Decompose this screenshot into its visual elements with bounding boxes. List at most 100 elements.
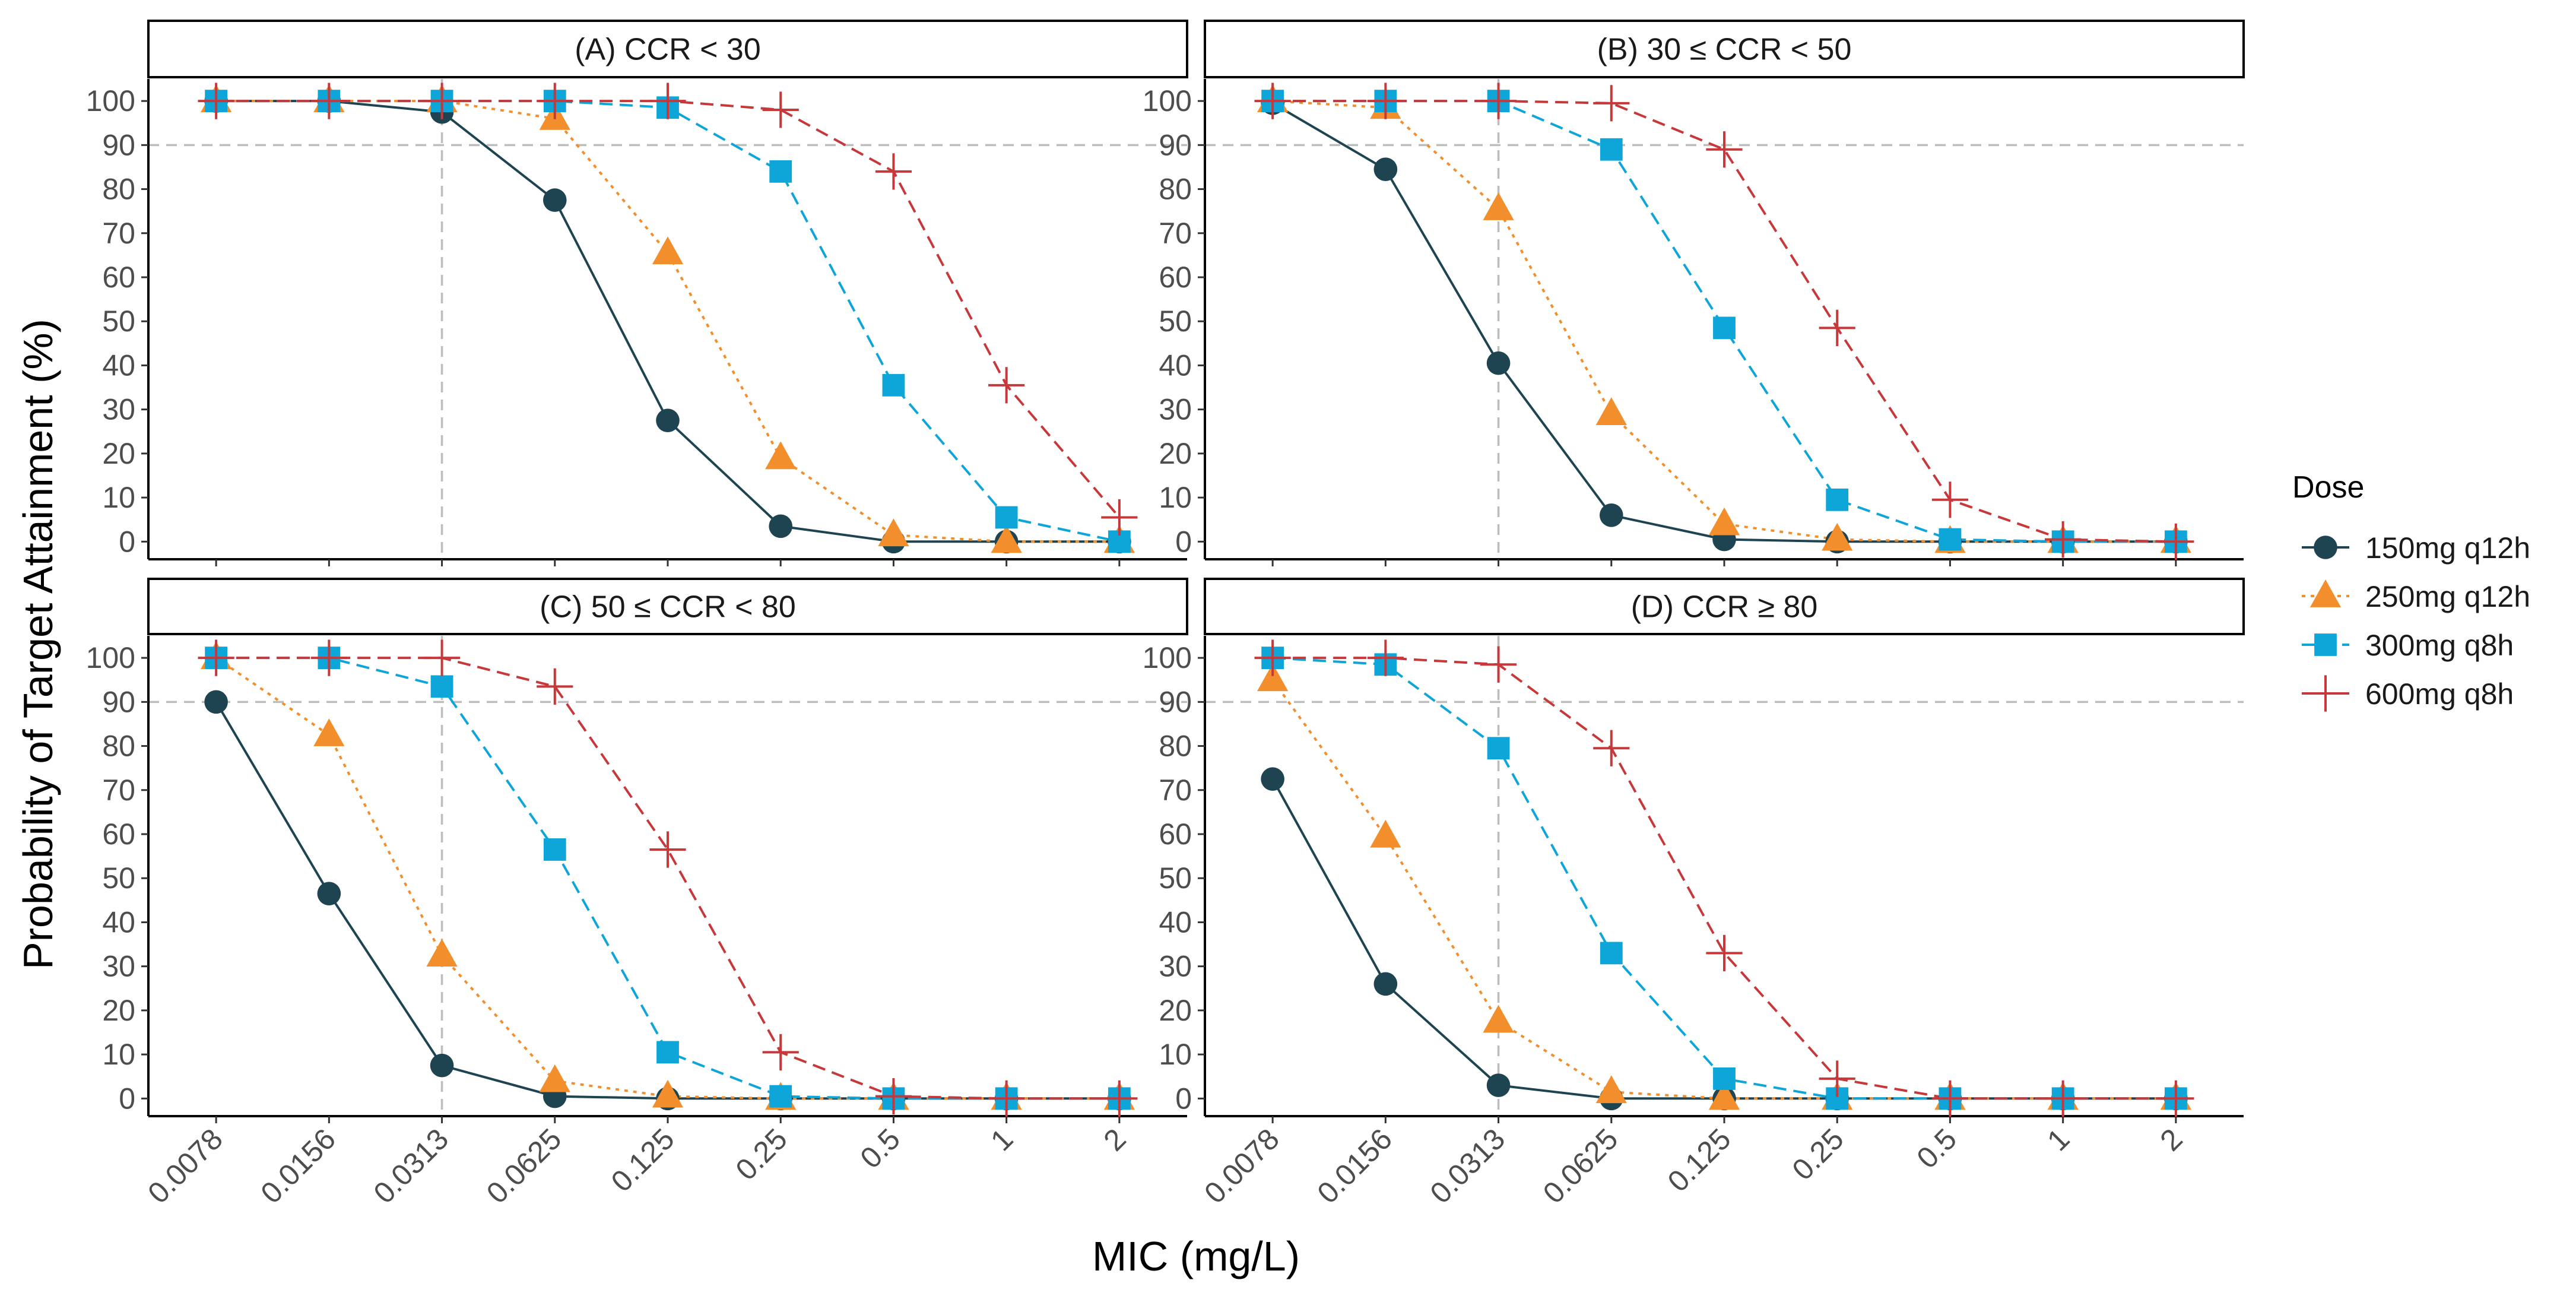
data-point: [1101, 499, 1138, 536]
data-point: [878, 518, 909, 547]
data-point: [537, 668, 573, 705]
legend-item: 300mg q8h: [2302, 629, 2514, 662]
data-point: [1486, 351, 1511, 375]
y-tick-label: 40: [1159, 905, 1192, 939]
data-point: [423, 639, 461, 676]
facet-title: (B) 30 ≤ CCR < 50: [1597, 33, 1852, 67]
data-point: [1254, 83, 1291, 119]
data-point: [543, 188, 567, 212]
y-tick-label: 70: [102, 774, 135, 807]
y-tick-label: 80: [102, 730, 135, 763]
data-point: [875, 153, 912, 190]
series-line: [216, 100, 1119, 543]
data-point: [769, 514, 793, 538]
data-point: [1367, 83, 1404, 119]
y-tick-label: 70: [1159, 217, 1192, 250]
legend-title: Dose: [2292, 470, 2364, 505]
facet-strip: [1204, 578, 2245, 635]
x-tick-label: 0.0625: [1537, 1122, 1625, 1210]
y-tick-label: 80: [1159, 730, 1192, 763]
facet-panel: (B) 30 ≤ CCR < 50 0 10 20 30 40 50 60 70 80 90 100: [1143, 20, 2245, 566]
x-tick-label: 0.5: [1910, 1122, 1963, 1175]
data-point: [1257, 663, 1289, 692]
y-tick-label: 60: [1159, 818, 1192, 851]
x-tick-label: 1: [984, 1122, 1019, 1157]
series-line: [1273, 657, 2176, 1100]
data-point: [430, 675, 453, 698]
data-point: [1101, 1080, 1138, 1117]
y-tick-label: 40: [102, 348, 135, 382]
data-point: [1826, 488, 1849, 511]
x-tick-label: 0.0625: [480, 1122, 568, 1210]
facet-panel: (D) CCR ≥ 80 0 10 20 30 40 50 60 70 80 90 100 0.0078…: [1143, 578, 2245, 1210]
y-tick-label: 20: [1159, 994, 1192, 1027]
data-point: [1931, 1080, 1969, 1117]
series-line: [1273, 100, 2176, 543]
data-point: [988, 367, 1025, 404]
x-tick-label: 0.125: [605, 1122, 681, 1198]
legend-marker: [2314, 536, 2337, 559]
legend-item: 600mg q8h: [2302, 675, 2514, 712]
y-tick-label: 30: [102, 950, 135, 983]
data-point: [765, 441, 797, 470]
x-tick-label: 0.0078: [1198, 1122, 1286, 1210]
y-tick-label: 90: [102, 685, 135, 718]
data-point: [875, 1078, 912, 1115]
data-point: [426, 939, 458, 967]
legend-item: 250mg q12h: [2302, 579, 2530, 613]
data-point: [1480, 83, 1517, 119]
facet-title: (A) CCR < 30: [575, 33, 761, 67]
x-tick-label: 1: [2041, 1122, 2076, 1157]
data-point: [430, 1053, 454, 1078]
x-tick-label: 0.0078: [141, 1122, 229, 1210]
data-point: [1480, 646, 1517, 683]
x-tick-label: 0.0313: [367, 1122, 455, 1210]
data-point: [988, 1080, 1025, 1117]
data-point: [2045, 1080, 2082, 1117]
legend-marker: [2314, 633, 2337, 656]
data-point: [1822, 522, 1853, 551]
data-point: [1487, 737, 1510, 760]
y-tick-label: 90: [102, 128, 135, 161]
data-point: [1708, 507, 1740, 536]
data-point: [1373, 157, 1398, 181]
data-point: [2158, 523, 2194, 560]
y-tick-label: 30: [1159, 393, 1192, 426]
series-line: [216, 657, 1119, 1100]
data-point: [313, 718, 345, 746]
data-point: [1706, 131, 1743, 168]
facet-strip: [147, 20, 1188, 78]
facet-panel: (C) 50 ≤ CCR < 80 0 10 20 30 40 50 60 70 80 90 100 0…: [86, 578, 1188, 1210]
data-point: [652, 236, 684, 265]
y-tick-label: 30: [1159, 950, 1192, 983]
data-point: [1819, 309, 1855, 346]
x-tick-label: 2: [2153, 1122, 2188, 1157]
data-point: [1486, 1073, 1511, 1097]
data-point: [1370, 819, 1401, 848]
data-point: [539, 1064, 570, 1092]
data-point: [1599, 503, 1623, 527]
x-axis-title: MIC (mg/L): [1092, 1233, 1300, 1279]
y-tick-label: 0: [119, 525, 135, 558]
data-point: [423, 83, 461, 119]
data-point: [1600, 942, 1623, 965]
data-point: [1595, 397, 1627, 425]
data-point: [762, 1034, 799, 1070]
series-line: [216, 657, 1119, 1100]
y-tick-label: 80: [1159, 173, 1192, 206]
data-point: [1819, 1060, 1855, 1097]
y-tick-label: 10: [102, 1038, 135, 1071]
series-line: [1271, 679, 2176, 1100]
data-point: [1367, 639, 1404, 676]
facet-title: (C) 50 ≤ CCR < 80: [540, 590, 796, 625]
data-point: [649, 831, 686, 868]
y-tick-label: 40: [1159, 348, 1192, 382]
legend-items: 150mg q12h 250mg q12h 300mg q8h 600mg q8h: [2302, 531, 2530, 712]
legend-label: 250mg q12h: [2365, 580, 2530, 613]
x-tick-label: 0.0313: [1424, 1122, 1512, 1210]
data-point: [1939, 528, 1962, 551]
legend-label: 300mg q8h: [2365, 629, 2514, 662]
legend-label: 600mg q8h: [2365, 677, 2514, 711]
data-point: [198, 83, 234, 119]
